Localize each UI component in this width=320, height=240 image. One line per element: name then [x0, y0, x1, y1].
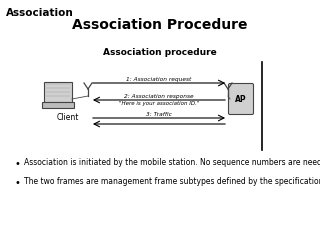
Text: Client: Client [57, 113, 79, 122]
Bar [44, 82, 72, 102]
Text: Association: Association [6, 8, 74, 18]
Text: 2: Association response: 2: Association response [124, 94, 194, 99]
Text: •: • [14, 159, 20, 169]
Text: AP: AP [235, 95, 247, 103]
Text: 3: Traffic: 3: Traffic [146, 112, 172, 117]
FancyBboxPatch shape [228, 84, 253, 114]
Bar [42, 102, 74, 108]
Text: Association Procedure: Association Procedure [72, 18, 248, 32]
Text: Association procedure: Association procedure [103, 48, 217, 57]
Text: 1: Association request: 1: Association request [126, 77, 192, 82]
Text: The two frames are management frame subtypes defined by the specification.: The two frames are management frame subt… [24, 177, 320, 186]
Text: Association is initiated by the mobile station. No sequence numbers are needed: Association is initiated by the mobile s… [24, 158, 320, 167]
Text: "Here is your association ID.": "Here is your association ID." [119, 101, 199, 106]
Text: •: • [14, 178, 20, 188]
